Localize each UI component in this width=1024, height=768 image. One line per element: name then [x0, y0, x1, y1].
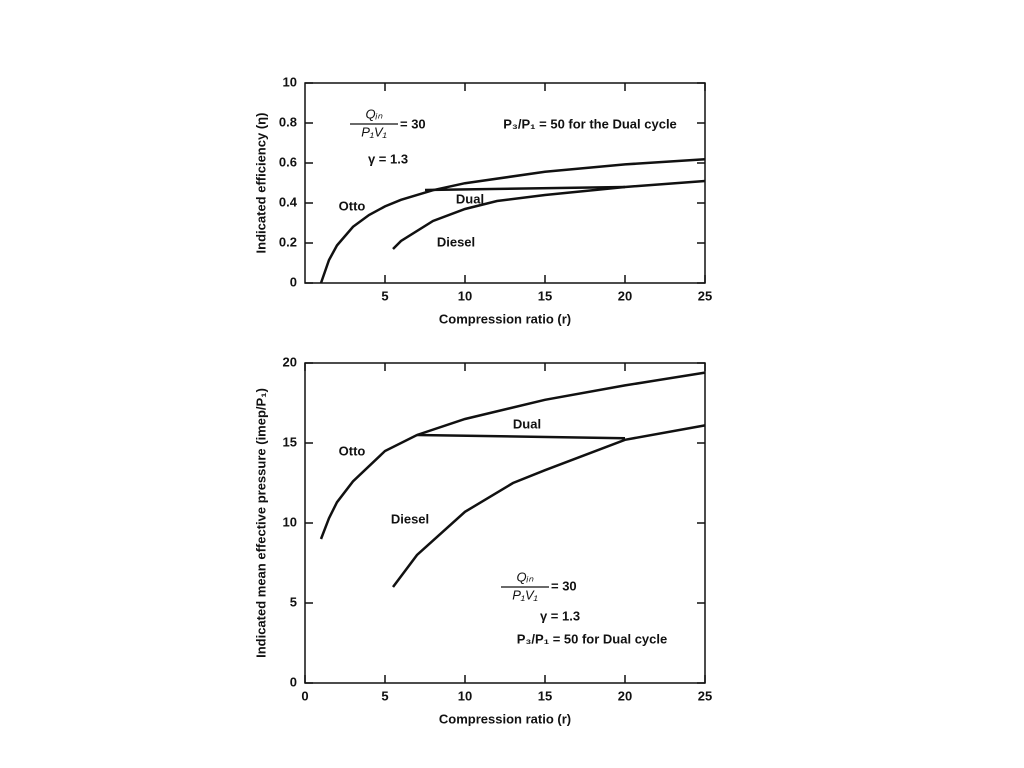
y-tick-label: 10 [283, 74, 297, 89]
curve [319, 371, 706, 540]
x-tick-label: 10 [458, 288, 472, 303]
curve [416, 433, 626, 440]
x-tick-label: 20 [618, 688, 632, 703]
x-axis-label: Compression ratio (r) [439, 311, 571, 326]
annotation: P₁V₁ [512, 587, 538, 602]
curve [392, 424, 706, 588]
curve [424, 185, 626, 192]
annotation: Qᵢₙ [517, 569, 535, 584]
curve-label: Otto [339, 443, 366, 458]
curve [319, 157, 706, 284]
y-tick-label: 0.6 [279, 154, 297, 169]
curve-label: Dual [456, 191, 484, 206]
y-tick-label: 5 [290, 594, 297, 609]
annotation: P₃/P₁ = 50 for the Dual cycle [503, 116, 677, 131]
x-tick-label: 5 [381, 688, 388, 703]
annotation: = 30 [400, 116, 426, 131]
y-tick-label: 0.8 [279, 114, 297, 129]
x-tick-label: 15 [538, 288, 552, 303]
y-tick-label: 10 [283, 514, 297, 529]
curve-label: Dual [513, 416, 541, 431]
x-tick-label: 25 [698, 288, 712, 303]
annotation: γ = 1.3 [540, 608, 580, 623]
y-tick-label: 0 [290, 674, 297, 689]
x-axis-label: Compression ratio (r) [439, 711, 571, 726]
x-tick-label: 20 [618, 288, 632, 303]
curve-label: Diesel [391, 511, 429, 526]
y-axis-label: Indicated mean effective pressure (imep/… [253, 388, 268, 658]
y-tick-label: 20 [283, 354, 297, 369]
curve-label: Diesel [437, 234, 475, 249]
x-tick-label: 0 [301, 688, 308, 703]
curve [392, 179, 706, 250]
annotation: P₃/P₁ = 50 for Dual cycle [517, 631, 667, 646]
x-tick-label: 5 [381, 288, 388, 303]
annotation: = 30 [551, 578, 577, 593]
y-axis-label: Indicated efficiency (η) [253, 113, 268, 254]
y-tick-label: 0.2 [279, 234, 297, 249]
annotation: Qᵢₙ [366, 106, 384, 121]
plot-frame [304, 82, 706, 284]
annotation: γ = 1.3 [368, 151, 408, 166]
y-tick-label: 0 [290, 274, 297, 289]
x-tick-label: 10 [458, 688, 472, 703]
y-tick-label: 0.4 [279, 194, 298, 209]
x-tick-label: 15 [538, 688, 552, 703]
annotation: P₁V₁ [361, 124, 387, 139]
x-tick-label: 25 [698, 688, 712, 703]
y-tick-label: 15 [283, 434, 297, 449]
curve-label: Otto [339, 198, 366, 213]
